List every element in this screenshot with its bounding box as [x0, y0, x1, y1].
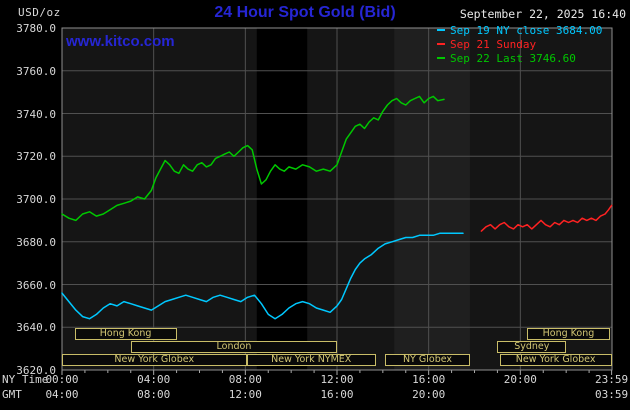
y-tick-label: 3680.0 — [16, 235, 56, 249]
x-tick-label-ny: 04:00 — [137, 373, 171, 386]
x-tick-label-gmt: 04:00 — [45, 388, 79, 401]
x-tick-label-gmt: 08:00 — [137, 388, 171, 401]
session-new-york-nymex: New York NYMEX — [246, 354, 376, 366]
legend-dash — [437, 43, 445, 45]
x-tick-label-ny: 08:00 — [228, 373, 262, 386]
x-tick-label-ny: 20:00 — [503, 373, 537, 386]
series-sep19-ny-close — [61, 232, 464, 320]
y-tick-label: 3780.0 — [16, 22, 56, 35]
legend-label: Sep 19 NY close 3684.00 — [450, 24, 603, 37]
x-tick-label-gmt: 03:59 — [595, 388, 629, 401]
y-tick-label: 3740.0 — [16, 107, 56, 121]
ny-time-axis-label: NY Time — [2, 373, 49, 386]
session-new-york-globex: New York Globex — [62, 354, 247, 366]
x-tick-label-gmt: 20:00 — [412, 388, 446, 401]
legend-label: Sep 22 Last 3746.60 — [450, 52, 576, 65]
session-sydney: Sydney — [497, 341, 567, 353]
kitco-website-link[interactable]: www.kitco.com — [66, 33, 175, 50]
legend-item: Sep 21 Sunday — [437, 38, 602, 52]
x-tick-label-ny: 00:00 — [45, 373, 79, 386]
y-tick-label: 3620.0 — [16, 364, 56, 377]
session-ny-globex: NY Globex — [385, 354, 470, 366]
plot-border — [61, 27, 613, 371]
y-tick-label: 3640.0 — [16, 321, 56, 335]
series-sep21-sunday — [480, 204, 613, 232]
x-tick-label-gmt: 16:00 — [320, 388, 354, 401]
session-hong-kong: Hong Kong — [74, 328, 177, 340]
x-tick-label-ny: 23:59 — [595, 373, 629, 386]
legend-label: Sep 21 Sunday — [450, 38, 537, 51]
session-new-york-globex: New York Globex — [499, 354, 612, 366]
chart-datetime: September 22, 2025 16:40 — [459, 7, 626, 21]
session-hong-kong: Hong Kong — [527, 328, 610, 340]
chart-title: 24 Hour Spot Gold (Bid) — [214, 4, 396, 21]
y-tick-label: 3700.0 — [16, 193, 56, 206]
chart-legend: Sep 19 NY close 3684.00 Sep 21 Sunday Sep … — [437, 24, 602, 66]
legend-item: Sep 19 NY close 3684.00 — [437, 24, 602, 38]
x-tick-label-gmt: 12:00 — [228, 388, 262, 401]
gmt-axis-label: GMT — [2, 388, 22, 401]
legend-dash — [437, 29, 445, 31]
price-unit-label: USD/oz — [18, 6, 61, 19]
legend-item: Sep 22 Last 3746.60 — [437, 52, 602, 66]
series-sep22-last — [61, 95, 445, 222]
y-tick-label: 3660.0 — [16, 278, 56, 292]
y-tick-label: 3720.0 — [16, 150, 56, 164]
y-tick-label: 3760.0 — [16, 64, 56, 78]
session-london: London — [130, 341, 338, 353]
x-tick-label-ny: 12:00 — [320, 373, 354, 386]
x-tick-label-ny: 16:00 — [412, 373, 446, 386]
legend-dash — [437, 57, 445, 59]
